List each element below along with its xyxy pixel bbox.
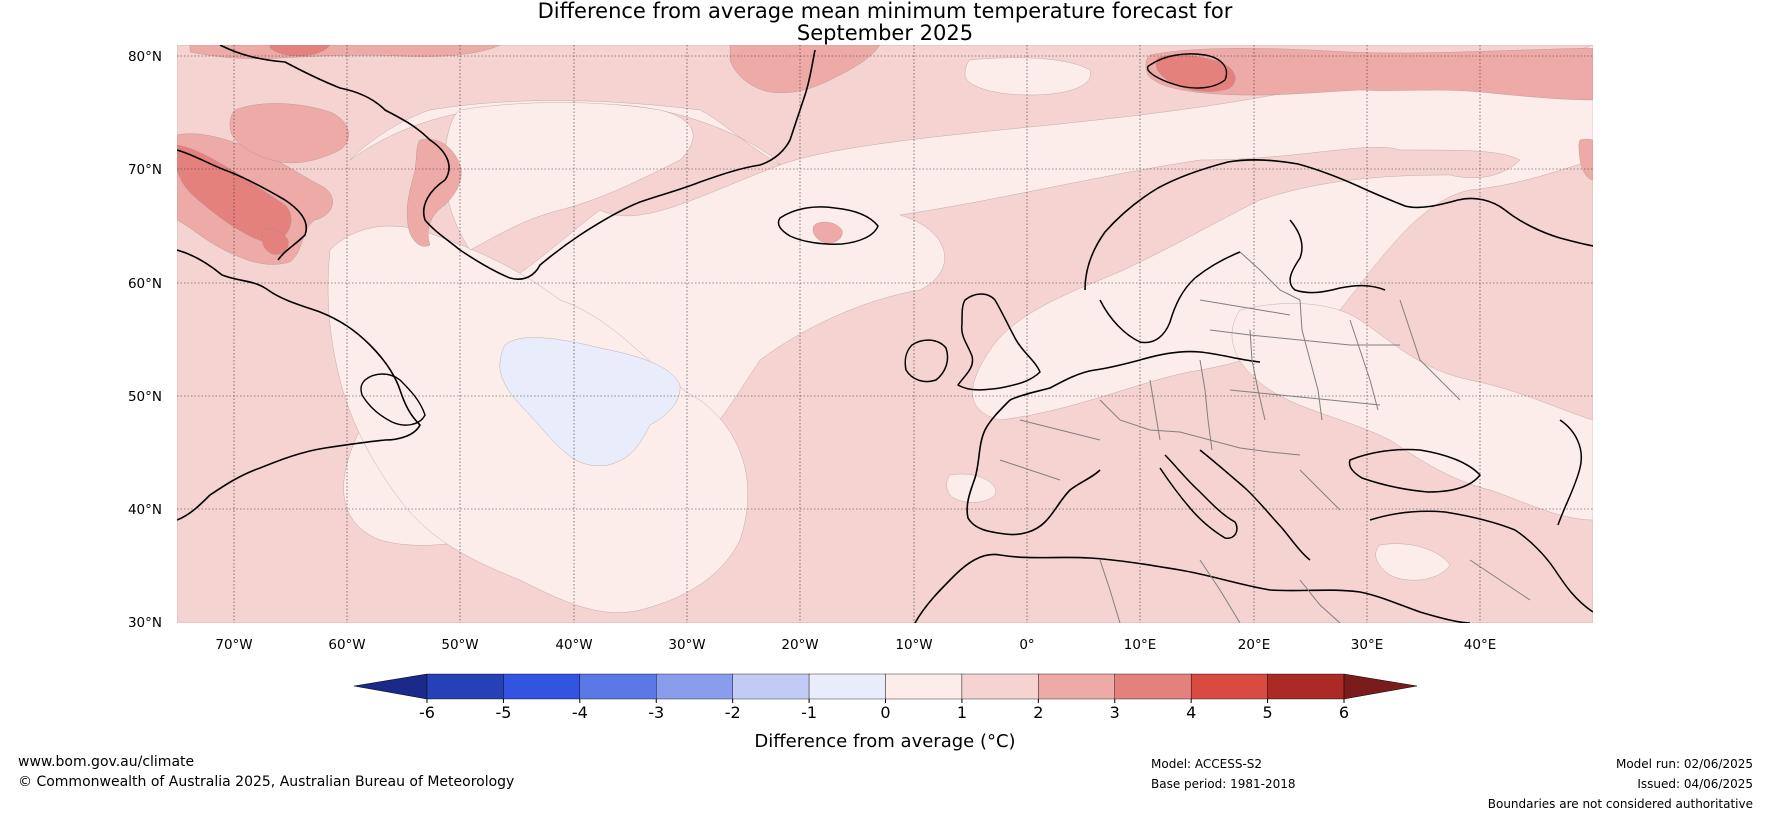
colorbar-tick-label: 0 — [880, 703, 890, 722]
footer-copyright: © Commonwealth of Australia 2025, Austra… — [18, 774, 515, 790]
colorbar-cell — [579, 673, 657, 700]
footer-issued: Issued: 04/06/2025 — [1637, 777, 1753, 791]
band-minus1-0 — [499, 337, 681, 466]
lat-label: 80°N — [128, 49, 162, 65]
colorbar-tick-label: 3 — [1110, 703, 1120, 722]
lon-label: 10°E — [1124, 637, 1156, 653]
colorbar-arrow-left — [353, 673, 428, 700]
labrador-coast — [177, 249, 421, 521]
lat-label: 60°N — [128, 276, 162, 292]
baffin-coast — [177, 149, 307, 261]
country-borders — [999, 251, 1531, 623]
band-2-3-iceland — [812, 221, 843, 244]
band-0-1-turkey — [1375, 543, 1451, 581]
iberia-coast — [966, 399, 1101, 536]
colorbar-tick-label: 2 — [1033, 703, 1043, 722]
lon-label: 40°E — [1464, 637, 1496, 653]
chart-title-line1: Difference from average mean minimum tem… — [537, 0, 1233, 23]
band-3-4-greenland-n — [269, 45, 331, 57]
colorbar-tick-label: -6 — [419, 703, 435, 722]
scandinavia-coast-s — [1099, 251, 1241, 344]
lon-label: 30°W — [668, 637, 705, 653]
lon-label: 50°W — [441, 637, 478, 653]
border-lines — [999, 251, 1531, 623]
footer-website[interactable]: www.bom.gov.au/climate — [18, 754, 195, 770]
colorbar-cell — [961, 673, 1039, 700]
band-3-4-svalbard — [1155, 54, 1236, 92]
colorbar-arrow-right — [1343, 673, 1418, 700]
colorbar-tick-label: 6 — [1339, 703, 1349, 722]
colorbar-tick-label: 4 — [1186, 703, 1196, 722]
lon-label: 20°E — [1238, 637, 1270, 653]
band-2-3-arctic-e — [1145, 47, 1593, 101]
colorbar-cell — [503, 673, 581, 700]
graticule — [177, 45, 1593, 623]
balkans-coast — [1199, 449, 1311, 561]
ireland-coast — [904, 339, 949, 383]
lon-label: 10°W — [895, 637, 932, 653]
lon-label: 60°W — [328, 637, 365, 653]
colorbar-tick-label: -4 — [572, 703, 588, 722]
colorbar-cell — [808, 673, 886, 700]
colorbar-tick-label: -2 — [725, 703, 741, 722]
colorbar-cell — [1114, 673, 1192, 700]
colorbar-cell — [885, 673, 963, 700]
coastlines — [177, 45, 1593, 623]
band-0-1-east — [1231, 303, 1593, 521]
colorbar-cell — [732, 673, 810, 700]
scandinavia-coast — [1084, 159, 1593, 291]
band-3-4-labrador — [261, 228, 289, 255]
chart-title-line2: September 2025 — [796, 21, 974, 45]
britain-coast — [957, 293, 1041, 391]
colorbar-cell — [1190, 673, 1268, 700]
colorbar-cell — [656, 673, 733, 700]
lon-label: 30°E — [1351, 637, 1383, 653]
band-2-3-arctic-e2 — [1578, 138, 1593, 181]
caspian-coast — [1557, 419, 1582, 526]
newfoundland-coast — [360, 373, 426, 426]
lat-label: 30°N — [128, 615, 162, 631]
footer-model-run: Model run: 02/06/2025 — [1615, 757, 1753, 771]
colorbar-cell — [1267, 673, 1345, 700]
footer-disclaimer: Boundaries are not considered authoritat… — [1487, 797, 1753, 811]
colorbar-cell — [1038, 673, 1115, 700]
iceland-coast — [777, 206, 879, 245]
lon-label: 70°W — [215, 637, 252, 653]
lon-label: 40°W — [555, 637, 592, 653]
black-sea-coast — [1348, 448, 1481, 493]
colorbar-tick-label: -5 — [495, 703, 511, 722]
lon-label: 20°W — [781, 637, 818, 653]
svalbard-coast — [1146, 53, 1228, 89]
lat-axis: 80°N 70°N 60°N 50°N 40°N 30°N — [128, 49, 162, 631]
colorbar: -6 -5 -4 -3 -2 -1 0 1 2 3 4 5 6 Difference from aver… — [353, 673, 1418, 752]
colorbar-tick-label: -1 — [801, 703, 817, 722]
anomaly-field — [177, 45, 1593, 623]
lon-label: 0° — [1019, 637, 1034, 653]
footer-model: Model: ACCESS-S2 — [1151, 757, 1263, 771]
lat-label: 70°N — [128, 162, 162, 178]
anatolia-coast — [1369, 510, 1593, 613]
italy-coast — [1159, 454, 1238, 539]
greenland-coast — [219, 45, 816, 280]
footer-base-period: Base period: 1981-2018 — [1151, 777, 1296, 791]
band-2-3-baffin — [229, 103, 349, 163]
europe-coast — [1009, 350, 1261, 401]
finland-coast — [1289, 219, 1386, 294]
africa-coast — [914, 553, 1471, 623]
band-0-1-svalbard — [964, 57, 1091, 96]
lon-axis: 70°W 60°W 50°W 40°W 30°W 20°W 10°W 0° 10… — [215, 637, 1496, 653]
colorbar-cell — [426, 673, 504, 700]
lat-label: 50°N — [128, 389, 162, 405]
colorbar-tick-label: -3 — [648, 703, 664, 722]
colorbar-tick-label: 5 — [1262, 703, 1272, 722]
colorbar-label: Difference from average (°C) — [754, 731, 1015, 752]
lat-label: 40°N — [128, 502, 162, 518]
colorbar-tick-label: 1 — [957, 703, 967, 722]
